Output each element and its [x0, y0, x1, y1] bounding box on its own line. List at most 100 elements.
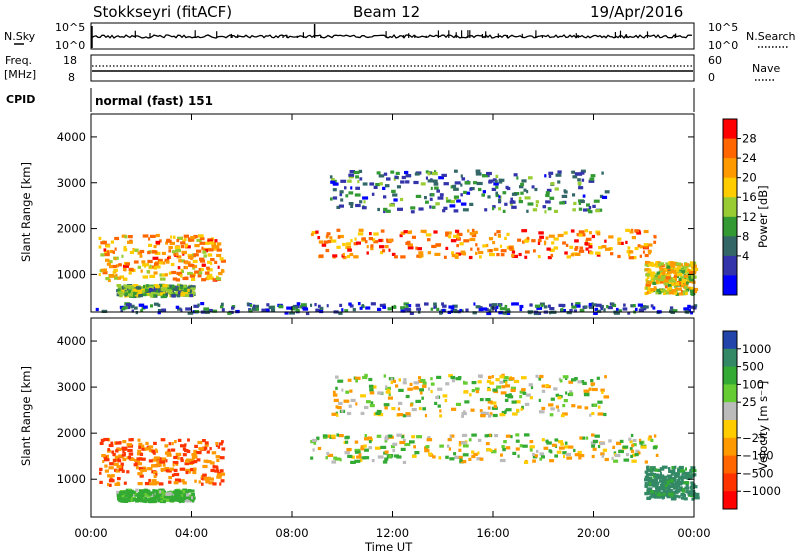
power-cell — [580, 169, 586, 173]
power-cell — [218, 272, 223, 276]
velocity-cell — [168, 476, 172, 480]
power-cell — [114, 247, 117, 251]
power-cell — [524, 255, 528, 259]
power-cell — [675, 289, 678, 293]
velocity-cell — [590, 382, 596, 386]
power-cell — [593, 199, 600, 203]
velocity-cell — [358, 453, 362, 457]
colorbar-swatch — [723, 197, 737, 218]
power-cell — [161, 308, 167, 312]
power-cell — [428, 171, 433, 175]
power-cell — [496, 230, 501, 234]
power-cell — [183, 287, 189, 291]
velocity-cell — [123, 490, 127, 494]
velocity-cell — [135, 466, 139, 470]
power-cell — [345, 194, 349, 198]
power-cell — [488, 309, 492, 313]
velocity-cell — [182, 498, 189, 503]
power-cell — [157, 258, 163, 262]
velocity-cell — [203, 459, 209, 463]
velocity-cell — [558, 440, 563, 444]
power-cell — [204, 249, 208, 253]
power-cell — [686, 281, 689, 285]
velocity-cell — [489, 448, 493, 452]
velocity-cell — [519, 390, 525, 394]
power-cell — [693, 304, 698, 308]
power-cell — [673, 284, 676, 289]
power-cell — [152, 256, 159, 260]
power-cell — [518, 196, 522, 200]
power-cell — [643, 229, 649, 234]
velocity-cell — [421, 384, 427, 388]
power-cell — [220, 305, 224, 309]
power-cell — [550, 182, 555, 186]
power-cell — [170, 235, 173, 239]
power-cell — [396, 185, 401, 189]
velocity-cell — [499, 375, 505, 379]
power-cell — [629, 230, 634, 234]
power-cell — [278, 305, 284, 309]
power-cell — [445, 233, 449, 237]
power-cell — [332, 254, 338, 258]
power-cell — [111, 264, 117, 269]
velocity-cell — [126, 470, 130, 474]
power-cell — [146, 284, 149, 288]
power-cell — [689, 278, 694, 282]
velocity-cell — [132, 498, 138, 502]
power-cell — [673, 309, 678, 313]
power-cell — [581, 178, 585, 182]
power-cell — [454, 255, 459, 259]
velocity-cell — [578, 456, 582, 460]
velocity-cell — [501, 445, 505, 449]
power-cell — [676, 287, 682, 291]
velocity-cell — [485, 411, 489, 416]
power-cell — [105, 244, 111, 248]
power-cell — [604, 239, 607, 243]
power-cell — [114, 257, 117, 261]
power-cell — [153, 244, 157, 249]
power-cell — [418, 254, 424, 258]
power-cell — [266, 303, 270, 307]
velocity-cell — [122, 457, 127, 462]
power-cell — [100, 241, 106, 245]
power-cell — [598, 246, 603, 250]
velocity-cell — [555, 393, 560, 397]
power-cell — [643, 243, 648, 247]
power-cell — [475, 251, 478, 255]
power-cell — [377, 207, 380, 212]
power-cell — [311, 231, 318, 235]
velocity-cell — [139, 499, 145, 503]
power-cell — [321, 243, 327, 247]
power-cell — [589, 231, 592, 235]
velocity-cell — [422, 407, 426, 411]
velocity-cell — [184, 443, 187, 447]
velocity-cell — [562, 451, 567, 455]
power-cell — [430, 186, 433, 190]
velocity-cell — [622, 445, 629, 449]
velocity-cell — [463, 390, 469, 394]
power-cell — [574, 247, 578, 251]
velocity-cell — [177, 438, 182, 442]
power-cell — [653, 286, 657, 290]
power-cell — [570, 229, 575, 233]
velocity-cell — [632, 438, 637, 443]
power-cell — [690, 271, 697, 275]
power-cell — [193, 234, 198, 239]
power-cell — [148, 243, 153, 247]
power-cell — [393, 198, 398, 202]
velocity-cell — [109, 475, 112, 479]
power-cell — [379, 245, 385, 249]
power-cell — [189, 291, 196, 295]
velocity-cell — [160, 438, 166, 442]
power-cell — [114, 276, 120, 280]
power-cell — [342, 242, 346, 247]
colorbar-tick-label: −25 — [742, 431, 766, 445]
velocity-cell — [613, 451, 617, 455]
power-cell — [217, 265, 220, 269]
power-cell — [608, 235, 614, 239]
power-cell — [654, 235, 657, 239]
velocity-cell — [186, 493, 190, 497]
velocity-cell — [156, 497, 160, 501]
velocity-cell — [194, 444, 198, 448]
